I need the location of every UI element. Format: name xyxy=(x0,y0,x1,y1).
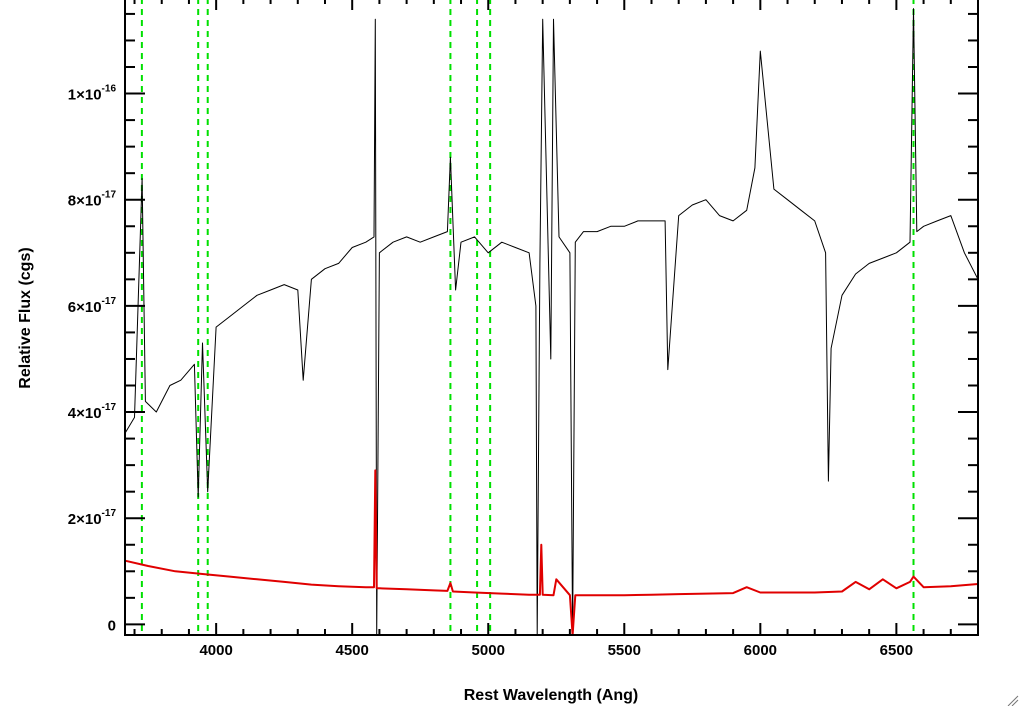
y-axis-title: Relative Flux (cgs) xyxy=(17,247,34,388)
y-tick-label-2: 4×10-17 xyxy=(68,402,117,422)
x-axis-title: Rest Wavelength (Ang) xyxy=(464,687,639,704)
resize-grip-icon[interactable] xyxy=(1007,695,1019,706)
y-tick-label-5: 1×10-16 xyxy=(68,84,117,104)
x-tick-label-5: 6500 xyxy=(880,642,913,659)
x-axis: 4000 4500 5000 5500 6000 6500 xyxy=(133,0,979,659)
y-tick-label-0: 0 xyxy=(108,617,116,634)
x-tick-label-2: 5000 xyxy=(472,642,505,659)
x-tick-label-1: 4500 xyxy=(336,642,369,659)
series-group xyxy=(124,8,979,636)
y-tick-label-1: 2×10-17 xyxy=(68,508,117,528)
x-tick-label-0: 4000 xyxy=(199,642,232,659)
plot-frame xyxy=(124,0,979,636)
series-line-1 xyxy=(124,469,979,636)
series-line-0 xyxy=(124,8,979,636)
x-tick-label-4: 6000 xyxy=(744,642,777,659)
x-tick-label-3: 5500 xyxy=(608,642,641,659)
y-axis: 0 2×10-17 4×10-17 6×10-17 8×10-17 1×10-16 xyxy=(68,12,978,634)
reference-lines xyxy=(140,0,915,635)
y-tick-label-3: 6×10-17 xyxy=(68,296,117,316)
y-tick-label-4: 8×10-17 xyxy=(68,190,117,210)
